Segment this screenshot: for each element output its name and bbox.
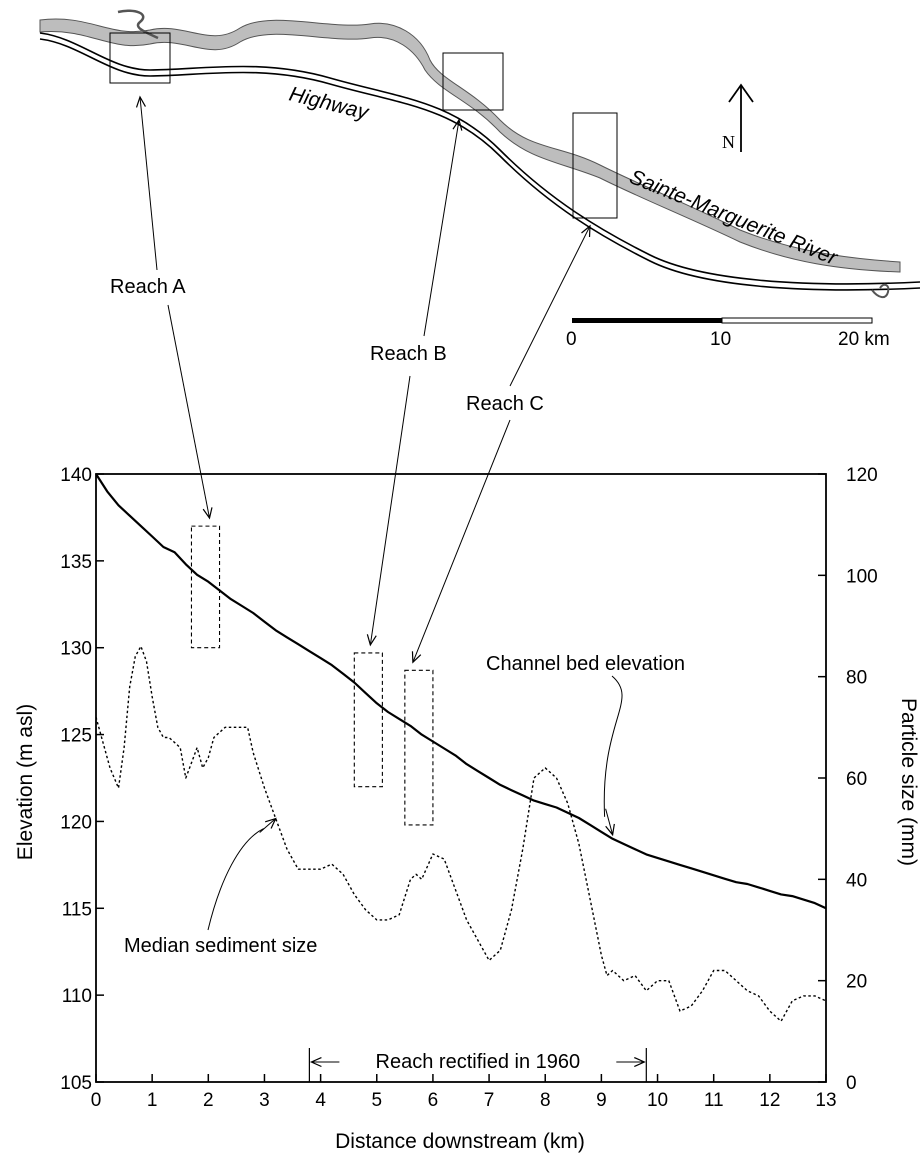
x-tick-label-13: 13 <box>815 1090 836 1111</box>
x-tick-label-1: 1 <box>147 1090 158 1111</box>
scale-bar: 0 10 20 km <box>566 317 890 350</box>
river-channel <box>39 18 901 273</box>
y-axis-left: 105 110 115 120 125 130 135 140 <box>60 465 104 1094</box>
y-tick-label-4: 125 <box>60 726 92 747</box>
rectified-right-arrow <box>616 1056 646 1068</box>
scale-tick-10: 10 <box>710 329 731 350</box>
y2-tick-label-5: 100 <box>846 566 878 587</box>
x-tick-label-11: 11 <box>704 1090 724 1111</box>
river-tributary <box>117 9 159 40</box>
reach-boxes <box>190 525 434 826</box>
reach-box-c <box>404 669 434 826</box>
river-label: Sainte-Marguerite River <box>626 165 841 270</box>
north-label: N <box>722 132 735 152</box>
reach-a-map-box <box>109 32 171 84</box>
rectified-left-arrow <box>309 1056 340 1068</box>
sediment-callout <box>207 828 264 931</box>
x-tick-label-12: 12 <box>759 1090 780 1111</box>
x-tick-label-2: 2 <box>203 1090 214 1111</box>
highway-edge <box>39 38 921 291</box>
bed-series-label: Channel bed elevation <box>486 653 685 675</box>
x-tick-label-7: 7 <box>484 1090 495 1111</box>
plot-area <box>95 473 827 1083</box>
bed-callout-head <box>605 808 615 837</box>
rectified-label: Reach rectified in 1960 <box>376 1051 581 1073</box>
y-tick-label-3: 120 <box>60 812 92 833</box>
y-tick-label-0: 105 <box>60 1073 92 1094</box>
y-axis-right: 0 20 40 60 80 100 120 <box>818 465 878 1094</box>
x-tick-label-3: 3 <box>259 1090 270 1111</box>
reach-box-a <box>190 525 221 649</box>
highway <box>39 32 921 285</box>
scale-tick-0: 0 <box>566 329 577 350</box>
scale-tick-20: 20 km <box>838 329 890 350</box>
reach-b-map-box <box>442 52 504 111</box>
reach-a-label: Reach A <box>110 276 186 298</box>
y-tick-label-6: 135 <box>60 552 92 573</box>
y-axis-title: Elevation (m asl) <box>14 704 37 860</box>
x-tick-label-5: 5 <box>371 1090 382 1111</box>
y2-tick-label-6: 120 <box>846 465 878 486</box>
x-tick-label-6: 6 <box>428 1090 439 1111</box>
rectified-reach-marker: Reach rectified in 1960 <box>308 1048 647 1082</box>
reach-c-arrow-chart <box>411 419 511 664</box>
reach-c-arrow-map <box>509 224 591 387</box>
reach-c-map-box <box>572 112 618 219</box>
series-line-sediment-size <box>95 645 827 1022</box>
reach-a-arrow-chart <box>167 304 213 520</box>
y2-tick-label-2: 40 <box>846 870 867 891</box>
x-axis-title: Distance downstream (km) <box>335 1130 585 1153</box>
y-tick-label-5: 130 <box>60 639 92 660</box>
reach-c-label: Reach C <box>466 393 544 415</box>
sediment-callout-head <box>259 817 277 833</box>
y2-tick-label-1: 20 <box>846 972 867 993</box>
y-tick-label-7: 140 <box>60 465 92 486</box>
x-axis: 0 1 2 3 4 5 6 7 8 9 10 11 12 13 <box>91 1074 837 1111</box>
inlet-hook <box>871 283 890 298</box>
series-line-bed-elevation <box>95 473 827 910</box>
y-tick-label-1: 110 <box>62 986 92 1007</box>
sediment-series-label: Median sediment size <box>124 935 317 957</box>
reach-connectors <box>135 95 591 664</box>
x-tick-label-9: 9 <box>596 1090 607 1111</box>
x-tick-label-8: 8 <box>540 1090 551 1111</box>
x-tick-label-0: 0 <box>91 1090 102 1111</box>
reach-b-arrow-chart <box>366 375 411 647</box>
reach-b-arrow-map <box>423 118 463 337</box>
reach-a-arrow-map <box>135 95 158 271</box>
reach-b-label: Reach B <box>370 343 447 365</box>
north-arrow: N <box>722 83 754 152</box>
bed-callout <box>603 675 623 817</box>
y-tick-label-2: 115 <box>62 899 92 920</box>
x-tick-label-10: 10 <box>647 1090 668 1111</box>
y2-tick-label-0: 0 <box>846 1073 857 1094</box>
chart: 0 1 2 3 4 5 6 7 8 9 10 11 12 13 105110115120125130135… <box>14 465 920 1153</box>
y2-axis-title: Particle size (mm) <box>897 698 920 866</box>
highway-label: Highway <box>287 83 372 125</box>
callouts <box>207 675 623 931</box>
x-tick-label-4: 4 <box>315 1090 326 1111</box>
reach-box-b <box>353 652 383 788</box>
location-map: Highway Sainte-Marguerite River N 0 10 2… <box>39 9 921 350</box>
y2-tick-label-4: 80 <box>846 668 867 689</box>
y2-tick-label-3: 60 <box>846 769 867 790</box>
series-layer <box>95 473 827 1022</box>
